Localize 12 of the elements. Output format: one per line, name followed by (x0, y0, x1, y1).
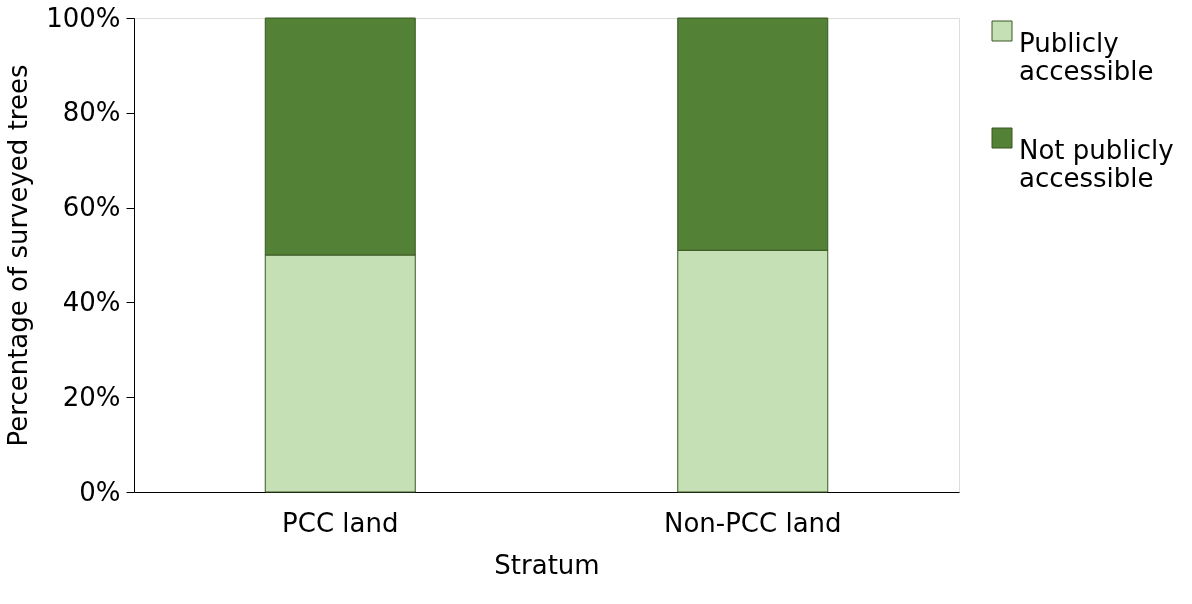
y-tick-label: 100% (46, 2, 121, 33)
x-tick-label: PCC land (282, 507, 399, 538)
y-tick-label: 0% (79, 476, 121, 507)
legend-label: Not publicly accessible (1019, 135, 1174, 193)
x-axis-title: Stratum (494, 549, 600, 580)
y-tick-label: 80% (62, 97, 121, 128)
y-tick-label: 40% (62, 286, 121, 317)
legend-label: Publicly accessible (1019, 28, 1154, 86)
y-axis-title: Percentage of surveyed trees (3, 64, 34, 447)
x-tick-label: Non-PCC land (663, 507, 842, 538)
y-tick-label: 60% (62, 192, 121, 223)
y-tick-label: 20% (62, 381, 121, 412)
